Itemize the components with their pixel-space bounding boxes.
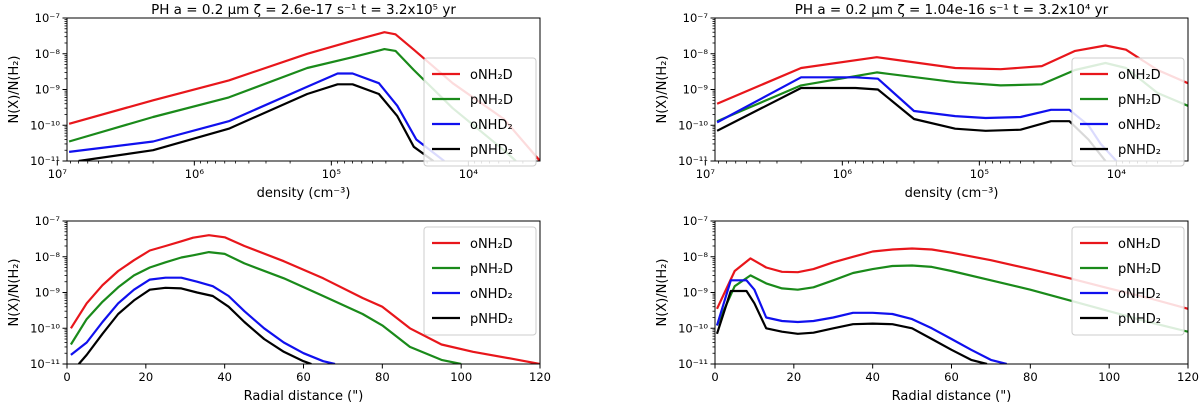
chart-panel-4: 10⁻⁷ 10⁻⁸ 10⁻⁹ 10⁻¹⁰ 10⁻¹¹0 20 40 60 80 100 120 Rad… <box>655 214 1199 404</box>
legend-label-oNH2D: oNH₂D <box>470 68 513 83</box>
x-axis-label: density (cm⁻³) <box>905 186 999 201</box>
y-tick-label: 10⁻¹⁰ <box>30 321 60 335</box>
y-tick-label: 10⁻⁷ <box>35 214 61 228</box>
legend-label-oNH2D: oNH₂D <box>470 237 513 252</box>
y-tick-label: 10⁻¹¹ <box>678 154 708 168</box>
x-axis-label: Radial distance (") <box>892 389 1012 404</box>
y-axis-label: N(X)/N(H₂) <box>7 55 22 123</box>
legend-label-pNH2D: pNH₂D <box>1118 262 1161 277</box>
chart-title: PH a = 0.2 μm ζ = 1.04e-16 s⁻¹ t = 3.2x1… <box>795 2 1109 18</box>
y-tick-label: 10⁻⁹ <box>35 286 61 300</box>
x-tick-label: 20 <box>787 370 802 384</box>
legend: oNH₂D pNH₂D oNHD₂ pNHD₂ <box>423 226 537 336</box>
legend-label-pNH2D: pNH₂D <box>470 262 513 277</box>
legend-label-oNHD2: oNHD₂ <box>470 287 513 302</box>
y-tick-label: 10⁻¹⁰ <box>678 118 708 132</box>
y-tick-label: 10⁻¹¹ <box>30 154 60 168</box>
legend-box <box>1071 226 1185 336</box>
x-tick-label: 20 <box>139 370 154 384</box>
series-line-pNHD2 <box>716 86 1107 161</box>
legend-label-oNH2D: oNH₂D <box>1118 68 1161 83</box>
x-tick-label: 10⁶ <box>833 167 853 181</box>
y-tick-label: 10⁻¹⁰ <box>678 321 708 335</box>
y-tick-label: 10⁻⁹ <box>683 286 709 300</box>
chart-panel-3: 10⁻⁷ 10⁻⁸ 10⁻⁹ 10⁻¹⁰ 10⁻¹¹0 20 40 60 80 100 120 Rad… <box>7 214 551 404</box>
y-axis-label: N(X)/N(H₂) <box>655 258 670 326</box>
series-line-pNHD2 <box>715 289 988 364</box>
y-tick-label: 10⁻⁸ <box>35 250 61 264</box>
x-tick-label: 10⁴ <box>1107 167 1127 181</box>
y-tick-label: 10⁻¹¹ <box>30 357 60 371</box>
series-line-pNH2D <box>715 264 1188 333</box>
x-tick-label: 60 <box>296 370 311 384</box>
y-tick-label: 10⁻⁸ <box>35 47 61 61</box>
y-tick-label: 10⁻⁸ <box>683 47 709 61</box>
legend: oNH₂D pNH₂D oNHD₂ pNHD₂ <box>423 57 537 167</box>
x-tick-label: 100 <box>450 370 472 384</box>
y-axis-label: N(X)/N(H₂) <box>655 55 670 123</box>
series-line-oNHD2 <box>68 72 445 161</box>
x-tick-label: 0 <box>711 370 718 384</box>
legend-box <box>1071 57 1185 167</box>
legend-label-oNHD2: oNHD₂ <box>470 118 513 133</box>
x-tick-label: 40 <box>865 370 880 384</box>
series-line-pNHD2 <box>78 83 435 161</box>
legend-box <box>423 57 537 167</box>
x-tick-label: 10⁵ <box>970 167 990 181</box>
series-line-pNH2D <box>69 251 462 364</box>
legend-box <box>423 226 537 336</box>
series-line-oNHD2 <box>70 276 336 364</box>
series-group <box>715 247 1188 364</box>
series-line-oNHD2 <box>715 279 1007 364</box>
series-line-oNH2D <box>69 234 540 364</box>
x-tick-label: 10⁷ <box>696 167 716 181</box>
x-tick-label: 120 <box>529 370 551 384</box>
legend-label-oNH2D: oNH₂D <box>1118 237 1161 252</box>
x-tick-label: 80 <box>1023 370 1038 384</box>
x-tick-label: 10⁷ <box>48 167 68 181</box>
y-tick-label: 10⁻⁹ <box>35 83 61 97</box>
legend-label-pNH2D: pNH₂D <box>470 93 513 108</box>
legend-label-oNHD2: oNHD₂ <box>1118 118 1161 133</box>
legend-label-pNHD2: pNHD₂ <box>470 312 513 327</box>
x-tick-label: 80 <box>375 370 390 384</box>
series-line-oNH2D <box>716 44 1188 105</box>
legend-label-pNHD2: pNHD₂ <box>1118 143 1161 158</box>
y-tick-label: 10⁻¹¹ <box>678 357 708 371</box>
series-line-pNHD2 <box>77 286 312 364</box>
y-tick-label: 10⁻⁹ <box>683 83 709 97</box>
legend-label-pNHD2: pNHD₂ <box>1118 312 1161 327</box>
legend-label-pNH2D: pNH₂D <box>1118 93 1161 108</box>
x-tick-label: 10⁵ <box>322 167 342 181</box>
series-group <box>69 234 540 364</box>
x-tick-label: 0 <box>63 370 70 384</box>
y-axis-label: N(X)/N(H₂) <box>7 258 22 326</box>
y-tick-label: 10⁻⁸ <box>683 250 709 264</box>
y-tick-label: 10⁻⁷ <box>35 11 61 25</box>
x-axis-label: density (cm⁻³) <box>257 186 351 201</box>
series-line-oNH2D <box>716 247 1188 310</box>
legend-label-pNHD2: pNHD₂ <box>470 143 513 158</box>
y-tick-label: 10⁻¹⁰ <box>30 118 60 132</box>
x-tick-label: 10⁶ <box>185 167 205 181</box>
x-tick-label: 10⁴ <box>459 167 479 181</box>
legend-label-oNHD2: oNHD₂ <box>1118 287 1161 302</box>
legend: oNH₂D pNH₂D oNHD₂ pNHD₂ <box>1071 57 1185 167</box>
x-tick-label: 60 <box>944 370 959 384</box>
x-tick-label: 100 <box>1098 370 1120 384</box>
x-tick-label: 40 <box>217 370 232 384</box>
x-tick-label: 120 <box>1177 370 1199 384</box>
y-tick-label: 10⁻⁷ <box>683 11 709 25</box>
chart-title: PH a = 0.2 μm ζ = 2.6e-17 s⁻¹ t = 3.2x10… <box>151 2 456 18</box>
y-tick-label: 10⁻⁷ <box>683 214 709 228</box>
legend: oNH₂D pNH₂D oNHD₂ pNHD₂ <box>1071 226 1185 336</box>
x-axis-label: Radial distance (") <box>244 389 364 404</box>
